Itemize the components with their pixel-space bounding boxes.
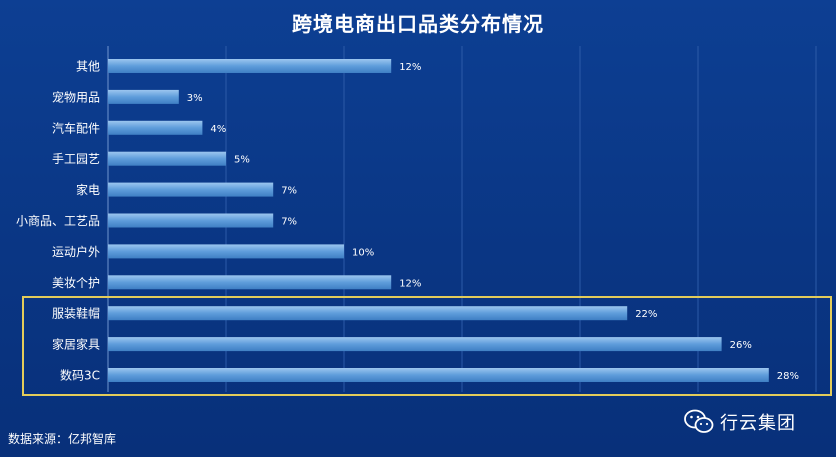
- bar: [108, 244, 344, 259]
- bar: [108, 275, 392, 290]
- data-label: 5%: [234, 155, 250, 166]
- bar: [108, 151, 226, 166]
- data-label: 12%: [399, 62, 421, 73]
- source-note: 数据来源：亿邦智库: [8, 432, 117, 446]
- category-label: 手工园艺: [52, 152, 100, 166]
- bar: [108, 337, 722, 352]
- bar: [108, 120, 203, 135]
- wechat-icon: [684, 409, 714, 433]
- highlight-box: [22, 296, 832, 396]
- bar: [108, 89, 179, 104]
- data-label: 4%: [210, 124, 226, 135]
- category-labels: 其他宠物用品汽车配件手工园艺家电小商品、工艺品运动户外美妆个护服装鞋帽家居家具数…: [16, 60, 100, 383]
- data-label: 22%: [635, 309, 657, 320]
- value-labels: 12% 3% 4% 5% 7% 7% 10% 12% 22% 26% 28%: [187, 62, 799, 382]
- category-label: 运动户外: [52, 244, 100, 259]
- brand-logo: 行云集团: [684, 406, 796, 438]
- category-label: 宠物用品: [52, 89, 100, 104]
- category-label: 服装鞋帽: [52, 306, 100, 321]
- category-label: 其他: [76, 60, 100, 74]
- grid-lines: [107, 46, 817, 392]
- bar: [108, 306, 628, 321]
- data-label: 7%: [281, 186, 297, 197]
- data-label: 28%: [777, 371, 799, 382]
- category-label: 美妆个护: [52, 276, 100, 290]
- bar: [108, 59, 392, 73]
- chart-title: 跨境电商出口品类分布情况: [292, 12, 544, 36]
- category-label: 家电: [76, 182, 100, 197]
- brand-name: 行云集团: [720, 413, 796, 434]
- category-label: 家居家具: [52, 337, 100, 352]
- data-label: 12%: [399, 278, 421, 289]
- bar: [108, 182, 274, 197]
- data-label: 26%: [730, 340, 752, 351]
- bar: [108, 213, 274, 228]
- data-label: 7%: [281, 217, 297, 228]
- data-label: 10%: [352, 247, 374, 258]
- bar: [108, 368, 769, 382]
- category-label: 汽车配件: [52, 120, 100, 135]
- data-label: 3%: [187, 93, 203, 104]
- category-label: 小商品、工艺品: [16, 213, 100, 228]
- bars-group: [108, 59, 769, 382]
- category-label: 数码3C: [60, 368, 100, 383]
